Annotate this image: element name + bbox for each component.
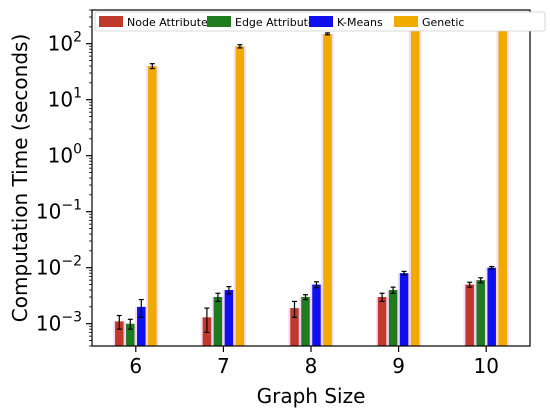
errorbar-k-means-10 xyxy=(489,265,495,270)
errorbar-edge-attribute-10 xyxy=(478,277,484,284)
bar-node-attribute-10 xyxy=(465,284,474,346)
errorbar-genetic-7 xyxy=(237,44,243,49)
bar-k-means-7 xyxy=(224,290,234,346)
bar-edge-attribute-6 xyxy=(126,323,135,346)
x-tick-label: 10 xyxy=(473,354,498,378)
legend-swatch-k-means xyxy=(309,16,333,27)
legend-label-node-attribute: Node Attribute xyxy=(127,16,208,29)
y-tick-label: 10−3 xyxy=(36,310,82,336)
y-tick-label: 101 xyxy=(48,86,82,112)
legend-swatch-genetic xyxy=(394,16,418,27)
bar-genetic-8 xyxy=(323,33,332,346)
x-tick-label: 9 xyxy=(392,354,405,378)
bars-layer xyxy=(113,15,509,347)
x-axis: 6 7 8 9 10 xyxy=(129,346,499,378)
errorbar-node-attribute-6 xyxy=(116,314,122,330)
bar-node-attribute-6 xyxy=(115,321,124,346)
errorbar-node-attribute-10 xyxy=(467,281,473,288)
y-tick-label: 100 xyxy=(48,142,82,168)
bar-edge-attribute-9 xyxy=(388,290,398,346)
x-tick-label: 7 xyxy=(217,354,230,378)
errorbar-node-attribute-8 xyxy=(292,300,297,318)
errorbar-node-attribute-7 xyxy=(204,307,210,333)
errorbar-k-means-8 xyxy=(314,281,319,289)
errorbar-genetic-6 xyxy=(149,63,155,70)
y-tick-label: 102 xyxy=(48,30,82,56)
bar-genetic-7 xyxy=(235,46,245,347)
bar-k-means-8 xyxy=(312,284,321,346)
bar-k-means-9 xyxy=(399,273,409,346)
x-tick-label: 6 xyxy=(129,354,142,378)
legend-swatch-node-attribute xyxy=(99,16,123,27)
legend: Node Attribute Edge Attribute K-Means Genet… xyxy=(94,11,546,32)
x-axis-label: Graph Size xyxy=(257,384,366,408)
errorbar-k-means-9 xyxy=(401,270,407,276)
bar-genetic-6 xyxy=(148,66,157,346)
errorbar-edge-attribute-8 xyxy=(303,294,308,301)
errorbar-k-means-7 xyxy=(226,286,232,295)
legend-swatch-edge-attribute xyxy=(207,16,231,27)
y-axis-label: Computation Time (seconds) xyxy=(8,34,32,322)
legend-label-edge-attribute: Edge Attribute xyxy=(235,16,315,29)
errorbar-genetic-8 xyxy=(325,32,330,36)
bar-k-means-6 xyxy=(137,306,146,346)
legend-label-genetic: Genetic xyxy=(422,16,464,29)
bar-node-attribute-8 xyxy=(290,308,299,346)
y-tick-label: 10−1 xyxy=(36,198,82,224)
legend-label-k-means: K-Means xyxy=(337,16,383,29)
y-axis: 10−3 10−2 10−1 100 101 102 xyxy=(36,9,92,347)
bar-edge-attribute-7 xyxy=(213,296,223,346)
bar-edge-attribute-8 xyxy=(301,296,310,346)
bar-genetic-9 xyxy=(410,25,420,346)
errorbar-edge-attribute-7 xyxy=(215,292,221,303)
bar-k-means-10 xyxy=(487,267,496,346)
x-tick-label: 8 xyxy=(305,354,318,378)
errorbar-edge-attribute-9 xyxy=(390,286,396,294)
bar-edge-attribute-10 xyxy=(476,280,485,346)
y-tick-label: 10−2 xyxy=(36,254,82,280)
errorbar-k-means-6 xyxy=(138,298,144,318)
bar-genetic-10 xyxy=(498,15,507,346)
errorbar-node-attribute-9 xyxy=(379,292,385,303)
bar-node-attribute-9 xyxy=(377,296,387,346)
errorbar-edge-attribute-6 xyxy=(127,318,133,330)
